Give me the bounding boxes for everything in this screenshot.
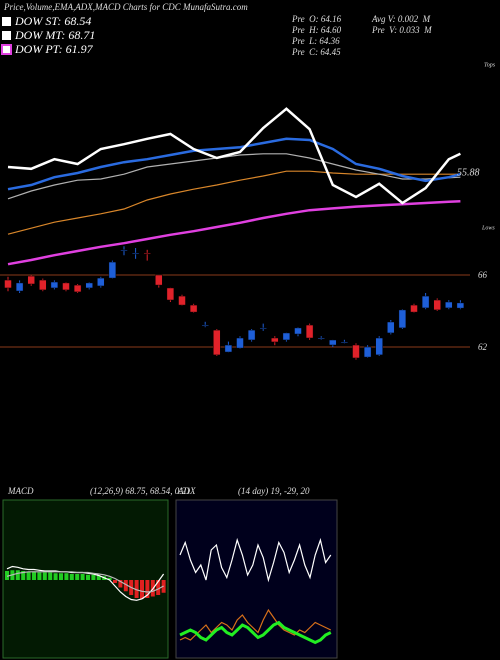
ema-line — [7, 107, 461, 205]
last-value-label: 55.88 — [457, 167, 480, 178]
candle-body — [387, 321, 395, 334]
dow-st: DOW ST: 68.54 — [14, 14, 91, 28]
candle-body — [39, 279, 47, 291]
histogram-bar — [32, 571, 36, 580]
page-title: Price,Volume,EMA,ADX,MACD Charts for CDC… — [3, 2, 248, 12]
candle-body — [155, 274, 163, 286]
candle-body — [317, 337, 325, 340]
histogram-bar — [123, 580, 128, 592]
candle-body — [224, 344, 233, 353]
histogram-bar — [37, 572, 42, 580]
histogram-bar — [59, 573, 63, 580]
pre-high: Pre H: 64.60 — [291, 25, 342, 35]
macd-title: MACD — [7, 486, 34, 496]
candle-body — [213, 329, 221, 356]
dow-pt: DOW PT: 61.97 — [14, 42, 94, 56]
histogram-bar — [91, 574, 96, 580]
histogram-bar — [113, 580, 117, 583]
histogram-bar — [48, 572, 53, 580]
histogram-bar — [140, 580, 144, 599]
adx-title: ADX — [177, 486, 196, 496]
candle-body — [340, 341, 349, 344]
candle-body — [282, 332, 291, 341]
legend-swatch — [1, 44, 12, 55]
candle-body — [329, 339, 337, 346]
histogram-bar — [134, 580, 139, 598]
candle-body — [85, 282, 93, 289]
candle-body — [445, 301, 453, 309]
histogram-bar — [96, 575, 101, 580]
candle-body — [433, 299, 441, 311]
tops-label: Tops — [484, 62, 496, 68]
adx-line — [179, 608, 332, 641]
candle-body — [236, 337, 244, 349]
histogram-bar — [5, 571, 9, 580]
histogram-bar — [75, 574, 80, 580]
adx-params: (14 day) 19, -29, 20 — [238, 486, 310, 496]
ema-line — [7, 199, 461, 266]
adx-line — [179, 537, 332, 583]
adx-line — [179, 620, 332, 645]
candle-body — [97, 277, 105, 287]
lows-label: Lows — [481, 225, 495, 231]
pre-low: Pre L: 64.36 — [291, 36, 340, 46]
candle-body — [201, 324, 209, 327]
candle-body — [166, 287, 175, 301]
candle-body — [73, 284, 82, 293]
histogram-bar — [156, 580, 161, 595]
histogram-bar — [64, 573, 69, 580]
dow-mt: DOW MT: 68.71 — [14, 28, 95, 42]
histogram-bar — [86, 574, 90, 580]
pre-open: Pre O: 64.16 — [291, 14, 342, 24]
candle-body — [410, 304, 418, 313]
histogram-bar — [80, 574, 85, 580]
candle-body — [108, 261, 117, 279]
candle-body — [178, 295, 186, 306]
avg-volume: Avg V: 0.002 M — [371, 14, 431, 24]
macd-line — [6, 571, 164, 593]
candle-body — [305, 324, 314, 339]
candle-body — [62, 282, 70, 291]
y-tick-label: 62 — [478, 342, 488, 352]
legend-swatch — [2, 31, 11, 40]
candle-body — [271, 337, 279, 343]
candle-body — [27, 275, 35, 285]
candle-body — [352, 344, 360, 359]
ema-line — [7, 153, 461, 200]
legend-swatch — [2, 17, 11, 26]
pre-volume: Pre V: 0.033 M — [371, 25, 432, 35]
histogram-bar — [15, 570, 20, 580]
candle-body — [120, 249, 128, 252]
y-tick-label: 66 — [478, 270, 488, 280]
candle-body — [421, 295, 430, 309]
histogram-bar — [53, 573, 58, 580]
candle-body — [15, 282, 24, 292]
ema-line — [7, 137, 461, 191]
candle-body — [363, 346, 372, 358]
histogram-bar — [42, 572, 47, 580]
candle-body — [189, 304, 198, 313]
candle-body — [50, 281, 59, 289]
pre-close: Pre C: 64.45 — [291, 47, 341, 57]
histogram-bar — [69, 574, 74, 580]
histogram-bar — [26, 571, 31, 580]
candle-body — [259, 327, 267, 330]
candle-body — [247, 329, 256, 341]
candle-body — [131, 252, 140, 255]
candle-body — [456, 302, 465, 309]
candle-body — [143, 252, 151, 255]
histogram-bar — [118, 580, 123, 588]
histogram-bar — [107, 577, 112, 580]
candle-body — [294, 327, 302, 335]
histogram-bar — [21, 571, 26, 580]
histogram-bar — [145, 580, 150, 598]
candle-body — [4, 279, 12, 289]
candle-body — [398, 309, 407, 329]
macd-params: (12,26,9) 68.75, 68.54, 0.21 — [90, 486, 191, 496]
candle-body — [375, 337, 383, 356]
